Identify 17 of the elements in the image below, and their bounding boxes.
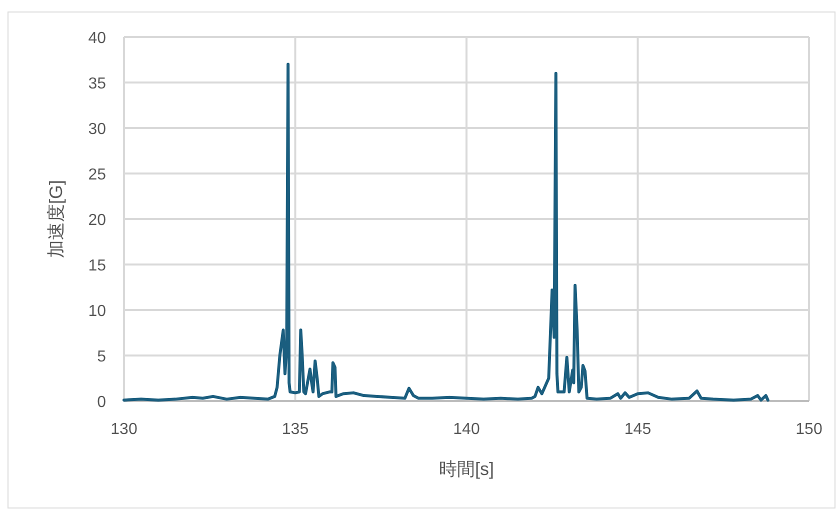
y-tick-label: 30: [88, 121, 106, 138]
y-tick-label: 25: [88, 166, 106, 184]
line-series: [122, 62, 770, 402]
y-axis-title: 加速度[G]: [46, 180, 66, 258]
x-tick-label: 140: [453, 421, 480, 438]
x-tick-label: 135: [282, 421, 309, 438]
y-tick-label: 40: [88, 30, 106, 47]
y-tick-label: 15: [88, 258, 106, 274]
x-tick-label: 130: [110, 421, 138, 438]
y-tick-label: 5: [97, 348, 106, 366]
x-tick-label: 145: [624, 421, 652, 438]
y-tick-label: 10: [88, 303, 106, 320]
x-axis-title: 時間[s]: [438, 459, 494, 479]
x-tick-label: 150: [796, 421, 822, 438]
y-tick-label: 20: [88, 212, 106, 229]
y-tick-label: 0: [97, 394, 106, 411]
y-tick-label: 35: [88, 76, 106, 92]
